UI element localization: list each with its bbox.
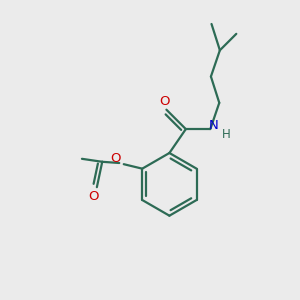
Text: O: O — [110, 152, 121, 165]
Text: N: N — [209, 119, 219, 132]
Text: O: O — [88, 190, 99, 202]
Text: H: H — [221, 128, 230, 141]
Text: O: O — [160, 95, 170, 108]
